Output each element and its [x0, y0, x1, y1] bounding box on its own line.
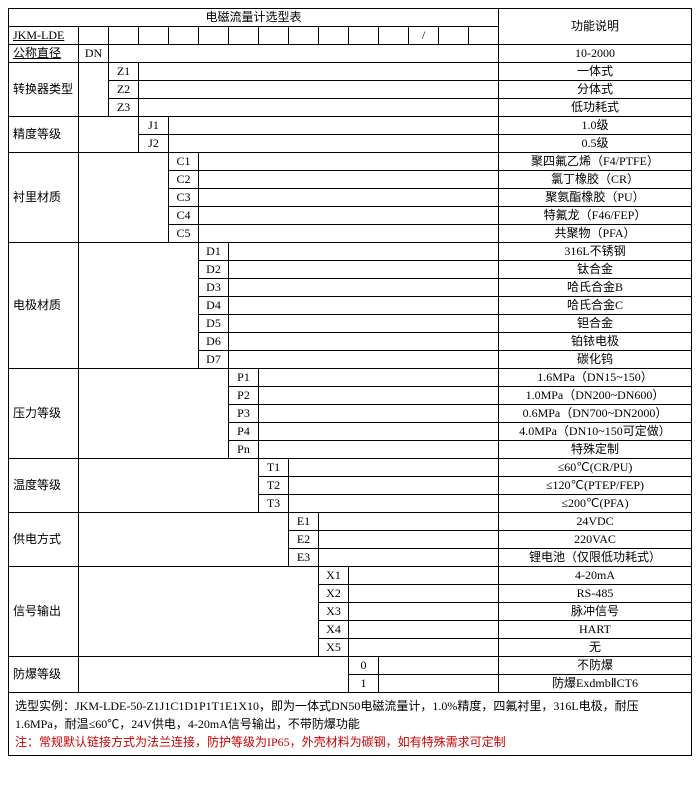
desc: 碳化钨	[499, 351, 692, 369]
code: E1	[289, 513, 319, 531]
desc: 哈氏合金C	[499, 297, 692, 315]
code: D1	[199, 243, 229, 261]
desc: 氯丁橡胶（CR）	[499, 171, 692, 189]
code: C4	[169, 207, 199, 225]
temp-label: 温度等级	[9, 459, 79, 513]
desc: 无	[499, 639, 692, 657]
pressure-label: 压力等级	[9, 369, 79, 459]
model-label: JKM-LDE	[9, 27, 79, 45]
code: D7	[199, 351, 229, 369]
desc: 0.5级	[499, 135, 692, 153]
desc: 316L不锈钢	[499, 243, 692, 261]
code: D6	[199, 333, 229, 351]
footer-example: 选型实例：JKM-LDE-50-Z1J1C1D1P1T1E1X10，即为一体式D…	[15, 697, 685, 733]
transducer-label: 转换器类型	[9, 63, 79, 117]
desc: 1.0级	[499, 117, 692, 135]
desc: 1.6MPa（DN15~150）	[499, 369, 692, 387]
code: D2	[199, 261, 229, 279]
power-label: 供电方式	[9, 513, 79, 567]
accuracy-label: 精度等级	[9, 117, 79, 153]
code: T1	[259, 459, 289, 477]
footer: 选型实例：JKM-LDE-50-Z1J1C1D1P1T1E1X10，即为一体式D…	[8, 693, 692, 756]
code: D4	[199, 297, 229, 315]
desc: 不防爆	[499, 657, 692, 675]
code: 1	[349, 675, 379, 693]
electrode-label: 电极材质	[9, 243, 79, 369]
code: T2	[259, 477, 289, 495]
signal-label: 信号输出	[9, 567, 79, 657]
desc: 聚氨酯橡胶（PU）	[499, 189, 692, 207]
desc: 脉冲信号	[499, 603, 692, 621]
desc: 0.6MPa（DN700~DN2000）	[499, 405, 692, 423]
code: X3	[319, 603, 349, 621]
code: P3	[229, 405, 259, 423]
code: C2	[169, 171, 199, 189]
code: C1	[169, 153, 199, 171]
code: X2	[319, 585, 349, 603]
desc: 4.0MPa（DN10~150可定做）	[499, 423, 692, 441]
desc: 特殊定制	[499, 441, 692, 459]
code: C5	[169, 225, 199, 243]
code: C3	[169, 189, 199, 207]
code: P1	[229, 369, 259, 387]
code: T3	[259, 495, 289, 513]
desc: 220VAC	[499, 531, 692, 549]
desc-header: 功能说明	[499, 9, 692, 45]
desc: 铂铱电极	[499, 333, 692, 351]
code: Z3	[109, 99, 139, 117]
code: X5	[319, 639, 349, 657]
dn-code: DN	[79, 45, 109, 63]
selection-table: 电磁流量计选型表 功能说明 JKM-LDE / 公称直径 DN 10-2000 …	[8, 8, 692, 693]
code: E2	[289, 531, 319, 549]
lining-label: 衬里材质	[9, 153, 79, 243]
footer-note: 注：常规默认链接方式为法兰连接，防护等级为IP65，外壳材料为碳钢，如有特殊需求…	[15, 733, 685, 751]
code: D5	[199, 315, 229, 333]
desc: ≤60℃(CR/PU)	[499, 459, 692, 477]
code: D3	[199, 279, 229, 297]
desc: 钽合金	[499, 315, 692, 333]
desc: 共聚物（PFA）	[499, 225, 692, 243]
desc: RS-485	[499, 585, 692, 603]
desc: ≤200℃(PFA)	[499, 495, 692, 513]
desc: 24VDC	[499, 513, 692, 531]
desc: 一体式	[499, 63, 692, 81]
desc: 分体式	[499, 81, 692, 99]
desc: 特氟龙（F46/FEP）	[499, 207, 692, 225]
slash: /	[409, 27, 439, 45]
code: X1	[319, 567, 349, 585]
code: Z1	[109, 63, 139, 81]
desc: 1.0MPa（DN200~DN600）	[499, 387, 692, 405]
dn-desc: 10-2000	[499, 45, 692, 63]
code: X4	[319, 621, 349, 639]
desc: 防爆ExdmbⅡCT6	[499, 675, 692, 693]
desc: 锂电池（仅限低功耗式）	[499, 549, 692, 567]
code: P2	[229, 387, 259, 405]
desc: 聚四氟乙烯（F4/PTFE）	[499, 153, 692, 171]
desc: 低功耗式	[499, 99, 692, 117]
code: Z2	[109, 81, 139, 99]
desc: ≤120℃(PTEP/FEP)	[499, 477, 692, 495]
code: P4	[229, 423, 259, 441]
desc: 4-20mA	[499, 567, 692, 585]
ex-label: 防爆等级	[9, 657, 79, 693]
table-title: 电磁流量计选型表	[9, 9, 499, 27]
desc: HART	[499, 621, 692, 639]
code: J1	[139, 117, 169, 135]
desc: 哈氏合金B	[499, 279, 692, 297]
code: E3	[289, 549, 319, 567]
desc: 钛合金	[499, 261, 692, 279]
code: J2	[139, 135, 169, 153]
dn-label: 公称直径	[9, 45, 79, 63]
code: 0	[349, 657, 379, 675]
code: Pn	[229, 441, 259, 459]
